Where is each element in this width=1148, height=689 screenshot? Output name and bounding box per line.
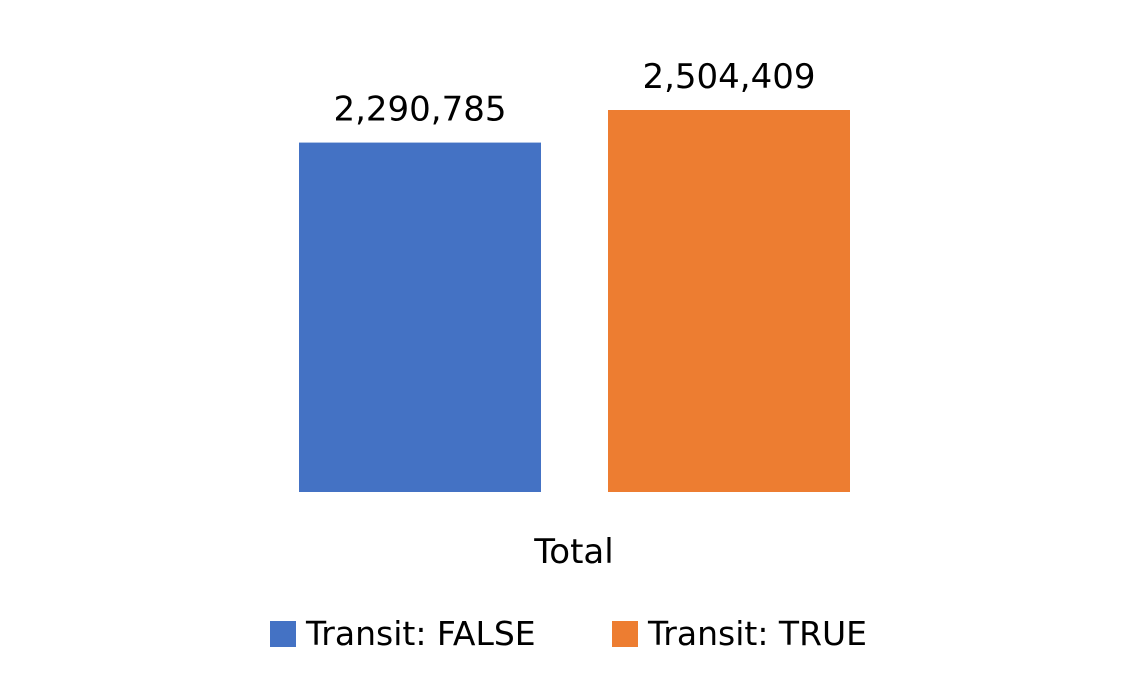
legend-label-transit-false: Transit: FALSE <box>305 614 536 653</box>
legend-swatch-transit-true <box>612 621 638 647</box>
bar-transit-true <box>608 110 850 492</box>
bar-transit-false <box>299 142 541 492</box>
data-label-transit-false: 2,290,785 <box>333 90 506 130</box>
legend-swatch-transit-false <box>270 621 296 647</box>
bars-group <box>299 110 850 492</box>
data-labels-group: 2,290,785 2,504,409 <box>333 57 815 130</box>
legend-label-transit-true: Transit: TRUE <box>647 614 867 653</box>
x-category-label: Total <box>533 532 613 572</box>
data-label-transit-true: 2,504,409 <box>642 57 815 97</box>
legend: Transit: FALSE Transit: TRUE <box>270 614 867 653</box>
